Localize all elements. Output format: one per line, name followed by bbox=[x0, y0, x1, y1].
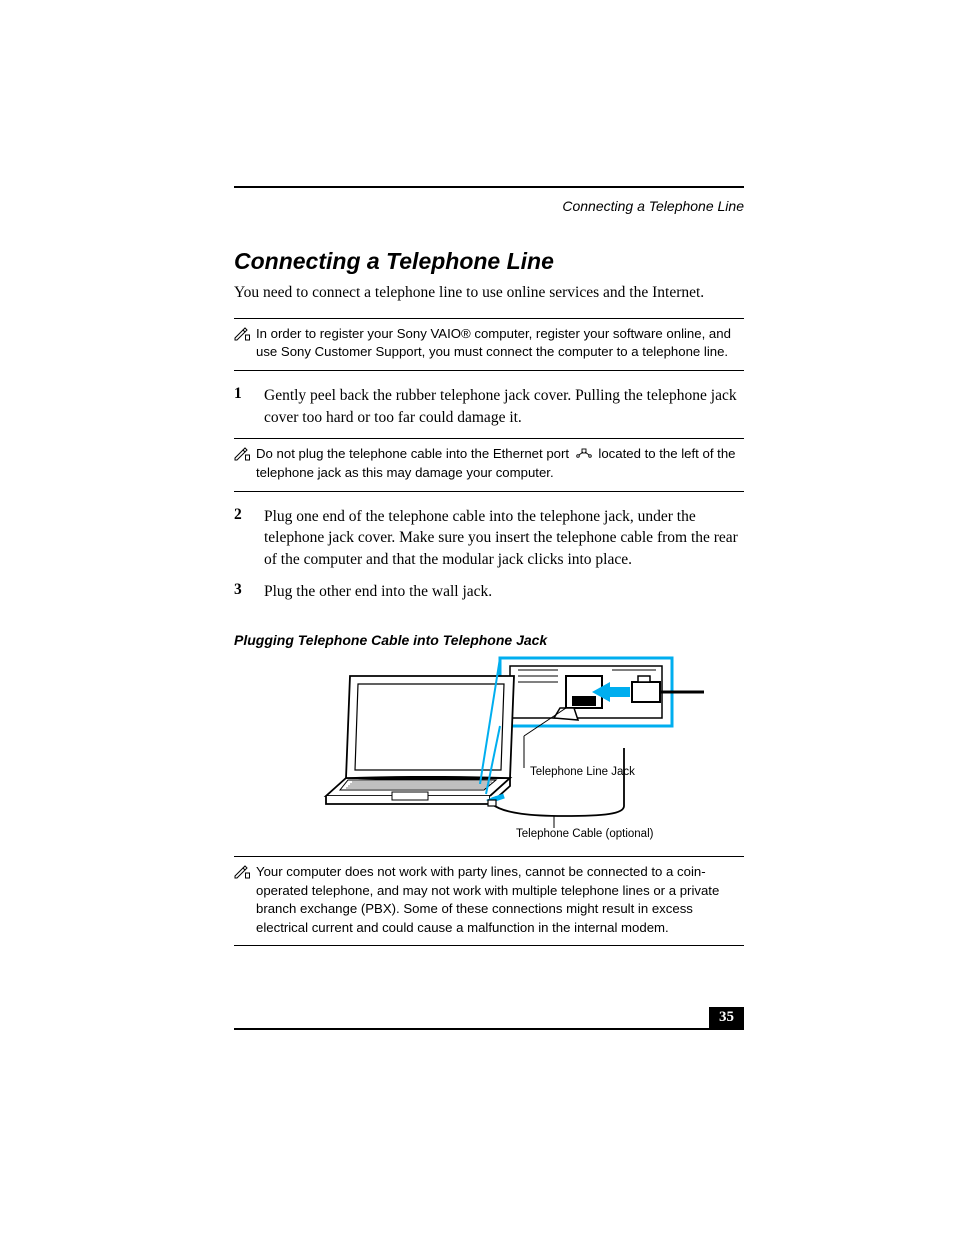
note-pbx-warning: Your computer does not work with party l… bbox=[234, 856, 744, 946]
step-number: 1 bbox=[234, 385, 246, 403]
figure-label-jack: Telephone Line Jack bbox=[530, 766, 635, 778]
footer-rule bbox=[234, 1028, 744, 1030]
running-header: Connecting a Telephone Line bbox=[234, 198, 744, 214]
ethernet-port-icon bbox=[575, 446, 593, 464]
intro-paragraph: You need to connect a telephone line to … bbox=[234, 283, 744, 304]
step-number: 2 bbox=[234, 506, 246, 524]
pencil-note-icon bbox=[234, 327, 250, 341]
figure-caption: Plugging Telephone Cable into Telephone … bbox=[234, 632, 744, 648]
step-1: 1 Gently peel back the rubber telephone … bbox=[234, 385, 744, 428]
step-text: Plug the other end into the wall jack. bbox=[264, 581, 744, 603]
note-pbx-text: Your computer does not work with party l… bbox=[256, 863, 744, 937]
step-text: Gently peel back the rubber telephone ja… bbox=[264, 385, 744, 428]
note-ethernet-text: Do not plug the telephone cable into the… bbox=[256, 445, 744, 482]
figure-telephone-jack: Telephone Line Jack Telephone Cable (opt… bbox=[234, 656, 744, 846]
note-ethernet-text-a: Do not plug the telephone cable into the… bbox=[256, 446, 573, 461]
step-2: 2 Plug one end of the telephone cable in… bbox=[234, 506, 744, 571]
step-text: Plug one end of the telephone cable into… bbox=[264, 506, 744, 571]
page-title: Connecting a Telephone Line bbox=[234, 248, 744, 275]
note-register: In order to register your Sony VAIO® com… bbox=[234, 318, 744, 371]
pencil-note-icon bbox=[234, 447, 250, 461]
step-3: 3 Plug the other end into the wall jack. bbox=[234, 581, 744, 603]
pencil-note-icon bbox=[234, 865, 250, 879]
document-page: Connecting a Telephone Line Connecting a… bbox=[0, 0, 954, 1235]
note-register-text: In order to register your Sony VAIO® com… bbox=[256, 325, 744, 362]
step-number: 3 bbox=[234, 581, 246, 599]
figure-label-cable: Telephone Cable (optional) bbox=[516, 828, 653, 840]
header-rule bbox=[234, 186, 744, 188]
note-ethernet-warning: Do not plug the telephone cable into the… bbox=[234, 438, 744, 491]
page-number: 35 bbox=[709, 1007, 744, 1028]
